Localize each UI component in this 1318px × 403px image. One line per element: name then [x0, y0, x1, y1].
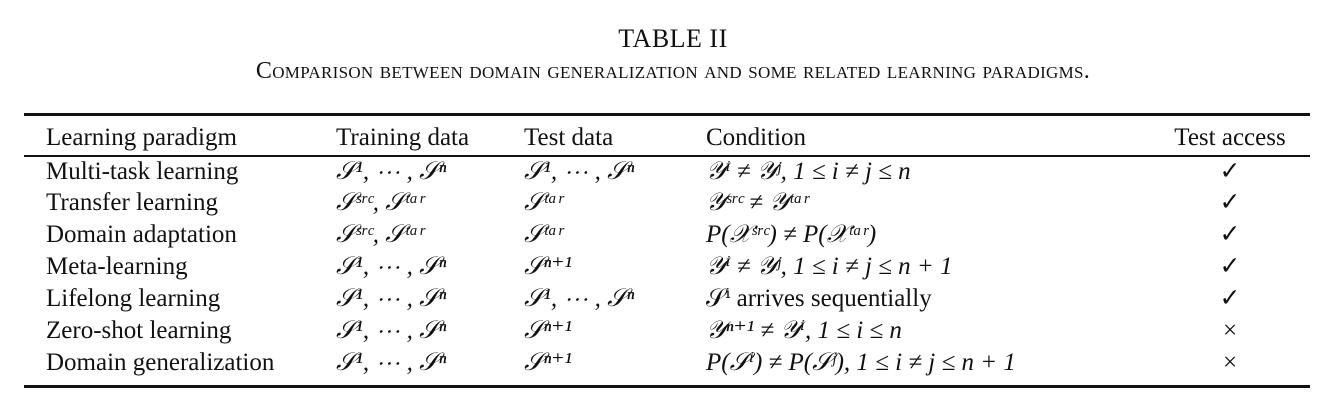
table-caption-text: Comparison between domain generalization…	[255, 58, 1091, 84]
table-top-rule	[24, 113, 1310, 116]
cell-test-data: 𝒮ᵗᵃʳ	[524, 221, 564, 248]
cell-training-data: 𝒮ˢʳᶜ, 𝒮ᵗᵃʳ	[336, 189, 425, 216]
table-header-rule	[24, 155, 1310, 157]
cell-condition: 𝒴ˢʳᶜ ≠ 𝒴ᵗᵃʳ	[706, 189, 809, 216]
cell-paradigm: Domain adaptation	[46, 221, 237, 248]
header-learning-paradigm: Learning paradigm	[46, 124, 237, 151]
cell-test-data: 𝒮¹, ⋯ , 𝒮ⁿ	[524, 158, 635, 185]
cell-test-access: ×	[1222, 349, 1238, 376]
table-bottom-rule	[24, 385, 1310, 388]
cell-test-data: 𝒮ⁿ⁺¹	[524, 349, 572, 376]
cell-test-access: ✓	[1219, 189, 1241, 216]
cell-paradigm: Domain generalization	[46, 349, 275, 376]
header-condition: Condition	[706, 124, 807, 151]
header-training-data: Training data	[336, 124, 470, 151]
cell-training-data: 𝒮ˢʳᶜ, 𝒮ᵗᵃʳ	[336, 221, 425, 248]
cell-test-access: ✓	[1219, 158, 1241, 185]
cell-test-access: ✓	[1219, 285, 1241, 312]
cell-training-data: 𝒮¹, ⋯ , 𝒮ⁿ	[336, 253, 447, 280]
cell-condition: 𝒮ⁱ arrives sequentially	[706, 285, 932, 312]
cell-paradigm: Meta-learning	[46, 253, 188, 280]
cell-training-data: 𝒮¹, ⋯ , 𝒮ⁿ	[336, 317, 447, 344]
cell-condition: 𝒴ⁱ ≠ 𝒴ʲ, 1 ≤ i ≠ j ≤ n	[706, 158, 911, 185]
cell-training-data: 𝒮¹, ⋯ , 𝒮ⁿ	[336, 285, 447, 312]
cell-test-data: 𝒮ⁿ⁺¹	[524, 317, 572, 344]
cell-test-data: 𝒮ⁿ⁺¹	[524, 253, 572, 280]
cell-condition: P(𝒮ⁱ) ≠ P(𝒮ʲ), 1 ≤ i ≠ j ≤ n + 1	[706, 349, 1016, 376]
cell-test-data: 𝒮ᵗᵃʳ	[524, 189, 564, 216]
cell-condition: 𝒴ⁿ⁺¹ ≠ 𝒴ⁱ, 1 ≤ i ≤ n	[706, 317, 902, 344]
cell-training-data: 𝒮¹, ⋯ , 𝒮ⁿ	[336, 349, 447, 376]
cell-test-access: ✓	[1219, 253, 1241, 280]
cell-paradigm: Zero-shot learning	[46, 317, 232, 344]
cell-paradigm: Multi-task learning	[46, 158, 239, 185]
cell-test-data: 𝒮¹, ⋯ , 𝒮ⁿ	[524, 285, 635, 312]
cell-test-access: ×	[1222, 317, 1238, 344]
header-test-access: Test access	[1174, 124, 1286, 151]
cell-paradigm: Lifelong learning	[46, 285, 221, 312]
cell-test-access: ✓	[1219, 221, 1241, 248]
cell-condition: P(𝒳ˢʳᶜ) ≠ P(𝒳ᵗᵃʳ)	[706, 221, 877, 248]
cell-training-data: 𝒮¹, ⋯ , 𝒮ⁿ	[336, 158, 447, 185]
table-caption-label: TABLE II	[618, 24, 728, 53]
header-test-data: Test data	[524, 124, 614, 151]
cell-condition: 𝒴ⁱ ≠ 𝒴ʲ, 1 ≤ i ≠ j ≤ n + 1	[706, 253, 953, 280]
cell-paradigm: Transfer learning	[46, 189, 218, 216]
